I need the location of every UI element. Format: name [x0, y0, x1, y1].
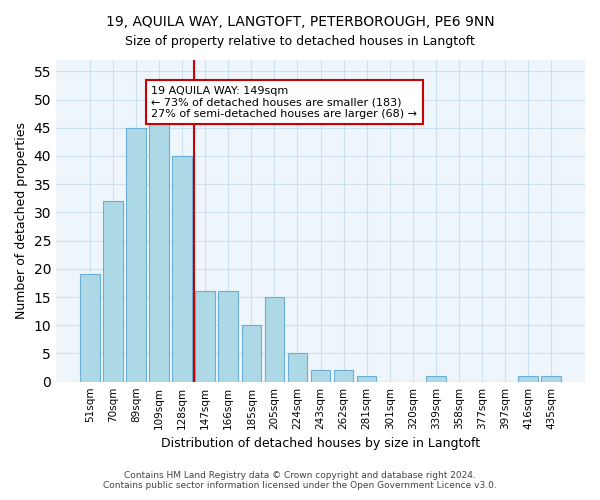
Bar	[126, 128, 146, 382]
Bar	[311, 370, 331, 382]
Text: 19 AQUILA WAY: 149sqm
← 73% of detached houses are smaller (183)
27% of semi-det: 19 AQUILA WAY: 149sqm ← 73% of detached …	[151, 86, 417, 119]
Bar	[518, 376, 538, 382]
Text: 19, AQUILA WAY, LANGTOFT, PETERBOROUGH, PE6 9NN: 19, AQUILA WAY, LANGTOFT, PETERBOROUGH, …	[106, 15, 494, 29]
Bar	[80, 274, 100, 382]
X-axis label: Distribution of detached houses by size in Langtoft: Distribution of detached houses by size …	[161, 437, 480, 450]
Bar	[149, 122, 169, 382]
Bar	[242, 325, 261, 382]
Bar	[103, 201, 123, 382]
Bar	[287, 354, 307, 382]
Bar	[196, 292, 215, 382]
Bar	[334, 370, 353, 382]
Text: Size of property relative to detached houses in Langtoft: Size of property relative to detached ho…	[125, 35, 475, 48]
Bar	[218, 292, 238, 382]
Bar	[172, 156, 192, 382]
Bar	[357, 376, 376, 382]
Bar	[541, 376, 561, 382]
Bar	[426, 376, 446, 382]
Bar	[265, 297, 284, 382]
Y-axis label: Number of detached properties: Number of detached properties	[15, 122, 28, 320]
Text: Contains HM Land Registry data © Crown copyright and database right 2024.
Contai: Contains HM Land Registry data © Crown c…	[103, 470, 497, 490]
